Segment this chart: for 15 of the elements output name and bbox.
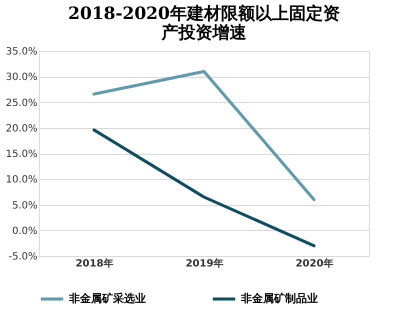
x-tick-label: 2020年 <box>296 258 334 270</box>
y-tick-label: 30.0% <box>6 72 38 84</box>
x-tick-label: 2019年 <box>186 258 224 270</box>
y-tick-label: 10.0% <box>6 174 38 186</box>
y-tick-label: 5.0% <box>12 200 38 212</box>
y-tick-label: -5.0% <box>8 252 38 262</box>
legend-label: 非金属矿采选业 <box>68 292 146 305</box>
chart-title: 2018-2020年建材限额以上固定资产投资增速 <box>68 4 340 43</box>
y-tick-label: 0.0% <box>12 226 38 237</box>
y-tick-label: 35.0% <box>6 46 38 58</box>
y-tick-label: 15.0% <box>6 149 38 160</box>
y-tick-label: 20.0% <box>6 123 38 134</box>
legend-label: 非金属矿制品业 <box>240 292 318 305</box>
x-tick-label: 2018年 <box>76 258 114 270</box>
y-tick-label: 25.0% <box>6 98 38 109</box>
